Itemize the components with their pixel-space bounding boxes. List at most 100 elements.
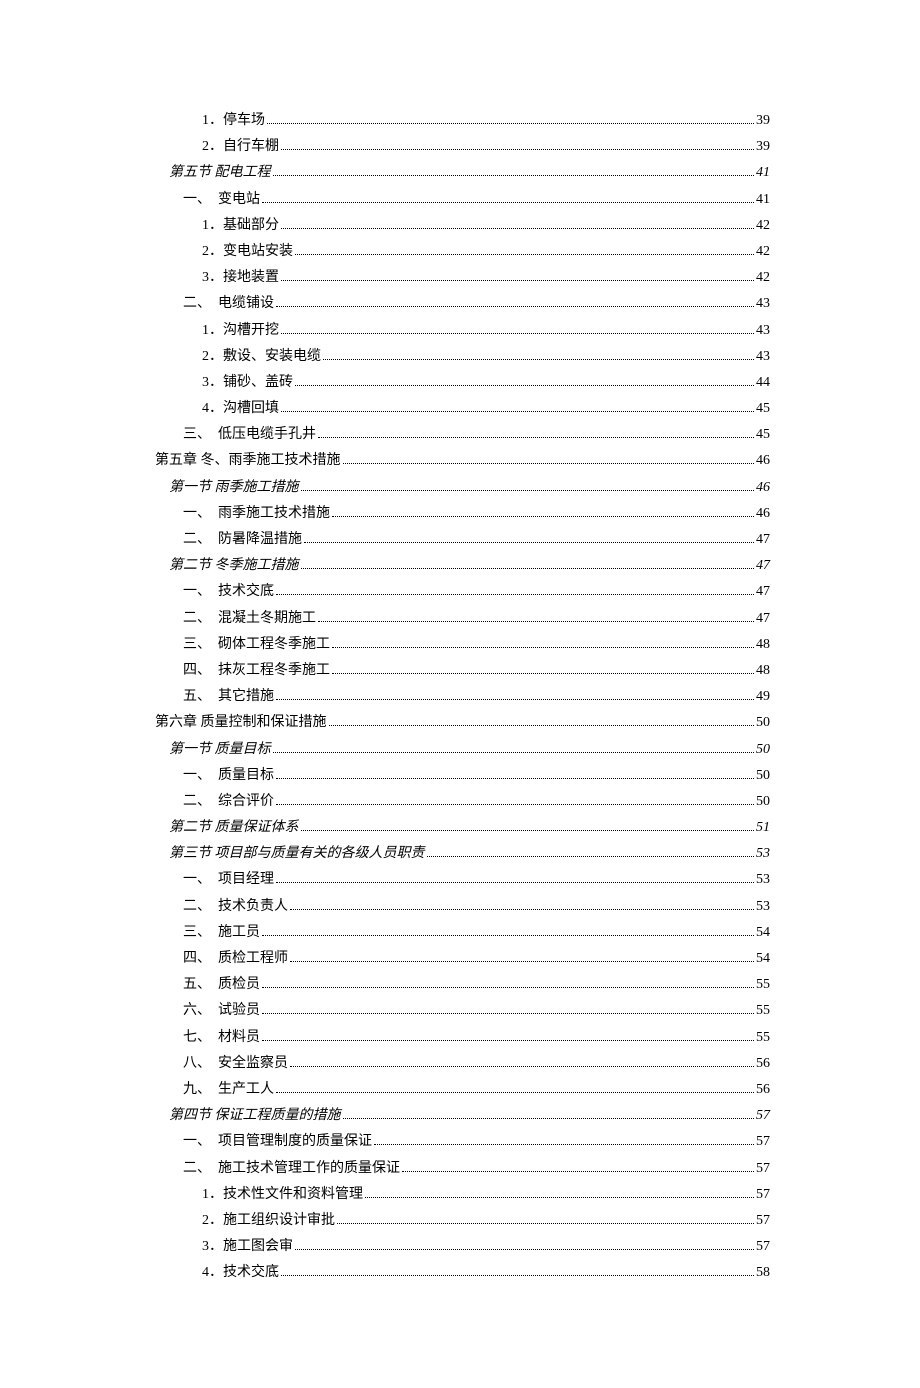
toc-entry-page: 56 bbox=[756, 1053, 770, 1075]
toc-entry-label: 3．施工图会审 bbox=[202, 1236, 293, 1258]
toc-leader-dots bbox=[332, 647, 754, 648]
toc-leader-dots bbox=[318, 437, 754, 438]
toc-entry-page: 45 bbox=[756, 398, 770, 420]
toc-entry-label: 八、 安全监察员 bbox=[183, 1053, 288, 1075]
toc-entry: 五、 其它措施 49 bbox=[155, 686, 770, 708]
toc-entry-label: 2．变电站安装 bbox=[202, 241, 293, 263]
toc-leader-dots bbox=[273, 175, 755, 176]
toc-entry-page: 48 bbox=[756, 660, 770, 682]
toc-entry: 第五节 配电工程41 bbox=[155, 162, 770, 184]
toc-leader-dots bbox=[343, 463, 755, 464]
toc-leader-dots bbox=[374, 1144, 754, 1145]
toc-entry-page: 39 bbox=[756, 136, 770, 158]
toc-entry-page: 46 bbox=[756, 477, 770, 499]
toc-entry-page: 55 bbox=[756, 1000, 770, 1022]
toc-entry: 六、 试验员55 bbox=[155, 1000, 770, 1022]
toc-entry: 4．沟槽回填45 bbox=[155, 398, 770, 420]
toc-leader-dots bbox=[295, 254, 754, 255]
toc-entry-page: 50 bbox=[756, 791, 770, 813]
toc-entry-label: 第二节 质量保证体系 bbox=[169, 817, 299, 839]
toc-leader-dots bbox=[281, 280, 754, 281]
toc-entry-page: 51 bbox=[756, 817, 770, 839]
toc-entry-page: 57 bbox=[756, 1184, 770, 1206]
toc-entry-page: 43 bbox=[756, 320, 770, 342]
toc-entry-label: 三、 砌体工程冬季施工 bbox=[183, 634, 330, 656]
toc-entry-page: 44 bbox=[756, 372, 770, 394]
toc-leader-dots bbox=[318, 621, 754, 622]
toc-leader-dots bbox=[343, 1118, 755, 1119]
toc-entry-page: 47 bbox=[756, 608, 770, 630]
toc-entry: 四、 质检工程师54 bbox=[155, 948, 770, 970]
toc-entry-label: 一、 质量目标 bbox=[183, 765, 274, 787]
toc-entry-label: 一、 雨季施工技术措施 bbox=[183, 503, 330, 525]
toc-entry-label: 1．技术性文件和资料管理 bbox=[202, 1184, 363, 1206]
toc-leader-dots bbox=[290, 1066, 754, 1067]
toc-entry-page: 58 bbox=[756, 1262, 770, 1284]
toc-leader-dots bbox=[276, 1092, 754, 1093]
toc-entry: 一、 项目管理制度的质量保证57 bbox=[155, 1131, 770, 1153]
toc-entry-label: 三、 低压电缆手孔井 bbox=[183, 424, 316, 446]
toc-leader-dots bbox=[337, 1223, 754, 1224]
toc-entry: 二、 电缆铺设43 bbox=[155, 293, 770, 315]
toc-entry: 四、 抹灰工程冬季施工48 bbox=[155, 660, 770, 682]
toc-entry-page: 54 bbox=[756, 948, 770, 970]
toc-entry-page: 54 bbox=[756, 922, 770, 944]
toc-entry-page: 46 bbox=[756, 450, 770, 472]
toc-entry: 一、 技术交底47 bbox=[155, 581, 770, 603]
toc-entry: 二、 技术负责人53 bbox=[155, 896, 770, 918]
toc-entry-page: 57 bbox=[756, 1210, 770, 1232]
toc-entry-page: 49 bbox=[756, 686, 770, 708]
toc-entry-label: 1．停车场 bbox=[202, 110, 265, 132]
toc-entry-label: 一、 项目管理制度的质量保证 bbox=[183, 1131, 372, 1153]
toc-entry: 第三节 项目部与质量有关的各级人员职责53 bbox=[155, 843, 770, 865]
toc-entry-label: 五、 其它措施 bbox=[183, 686, 274, 708]
toc-leader-dots bbox=[267, 123, 754, 124]
toc-entry: 1．停车场 39 bbox=[155, 110, 770, 132]
toc-leader-dots bbox=[301, 490, 755, 491]
toc-leader-dots bbox=[332, 673, 754, 674]
toc-entry: 第一节 雨季施工措施46 bbox=[155, 477, 770, 499]
toc-entry-label: 第二节 冬季施工措施 bbox=[169, 555, 299, 577]
toc-entry-label: 一、 技术交底 bbox=[183, 581, 274, 603]
toc-entry: 2．施工组织设计审批57 bbox=[155, 1210, 770, 1232]
toc-entry-label: 二、 施工技术管理工作的质量保证 bbox=[183, 1158, 400, 1180]
toc-leader-dots bbox=[329, 725, 755, 726]
toc-entry-page: 47 bbox=[756, 529, 770, 551]
toc-entry: 2．敷设、安装电缆43 bbox=[155, 346, 770, 368]
toc-entry-page: 50 bbox=[756, 712, 770, 734]
toc-leader-dots bbox=[290, 909, 754, 910]
table-of-contents: 1．停车场392．自行车棚39第五节 配电工程41一、 变电站411．基础部分4… bbox=[155, 110, 770, 1284]
toc-entry-page: 42 bbox=[756, 267, 770, 289]
toc-entry: 二、 防暑降温措施47 bbox=[155, 529, 770, 551]
toc-entry: 二、 施工技术管理工作的质量保证 57 bbox=[155, 1158, 770, 1180]
toc-entry-page: 39 bbox=[756, 110, 770, 132]
toc-entry-page: 57 bbox=[756, 1158, 770, 1180]
toc-entry-page: 42 bbox=[756, 215, 770, 237]
toc-leader-dots bbox=[262, 935, 754, 936]
toc-entry: 第四节 保证工程质量的措施57 bbox=[155, 1105, 770, 1127]
toc-entry: 1．沟槽开挖 43 bbox=[155, 320, 770, 342]
toc-entry: 三、 低压电缆手孔井45 bbox=[155, 424, 770, 446]
toc-entry: 3．铺砂、盖砖44 bbox=[155, 372, 770, 394]
toc-entry-page: 56 bbox=[756, 1079, 770, 1101]
toc-leader-dots bbox=[273, 752, 755, 753]
toc-entry-page: 48 bbox=[756, 634, 770, 656]
toc-entry-label: 三、 施工员 bbox=[183, 922, 260, 944]
toc-entry-label: 二、 混凝土冬期施工 bbox=[183, 608, 316, 630]
toc-entry-page: 53 bbox=[756, 896, 770, 918]
toc-entry-page: 42 bbox=[756, 241, 770, 263]
toc-leader-dots bbox=[304, 542, 754, 543]
toc-entry-label: 1．沟槽开挖 bbox=[202, 320, 279, 342]
toc-leader-dots bbox=[276, 699, 754, 700]
toc-leader-dots bbox=[281, 228, 754, 229]
toc-entry: 第二节 冬季施工措施47 bbox=[155, 555, 770, 577]
toc-entry-label: 第五章 冬、雨季施工技术措施 bbox=[155, 450, 341, 472]
toc-entry: 一、 质量目标 50 bbox=[155, 765, 770, 787]
toc-entry: 第二节 质量保证体系 51 bbox=[155, 817, 770, 839]
toc-leader-dots bbox=[281, 149, 754, 150]
toc-entry: 一、 雨季施工技术措施46 bbox=[155, 503, 770, 525]
toc-entry: 第六章 质量控制和保证措施50 bbox=[155, 712, 770, 734]
toc-entry-label: 五、 质检员 bbox=[183, 974, 260, 996]
toc-entry-page: 50 bbox=[756, 765, 770, 787]
toc-entry-page: 53 bbox=[756, 869, 770, 891]
